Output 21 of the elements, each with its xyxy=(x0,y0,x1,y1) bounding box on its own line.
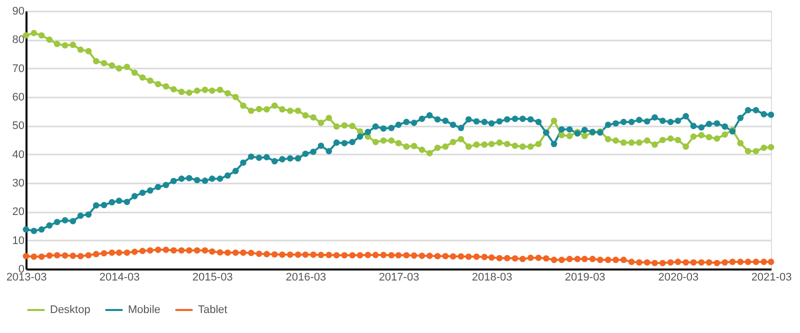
y-tick-label: 80 xyxy=(12,34,24,46)
x-tick-label: 2021-03 xyxy=(751,272,792,284)
x-tick-label: 2018-03 xyxy=(472,272,512,284)
x-tick-label: 2015-03 xyxy=(192,272,233,284)
y-tick-label: 90 xyxy=(12,6,24,18)
legend-label: Mobile xyxy=(128,304,160,316)
x-tick-label: 2014-03 xyxy=(99,272,140,284)
x-tick-label: 2013-03 xyxy=(6,272,47,284)
x-tick-label: 2019-03 xyxy=(564,272,606,284)
legend-label: Tablet xyxy=(198,304,228,316)
y-tick-label: 40 xyxy=(12,148,24,161)
x-tick-label: 2016-03 xyxy=(286,272,326,284)
legend-label: Desktop xyxy=(50,304,90,316)
y-tick-label: 50 xyxy=(12,120,24,132)
x-tick-label: 2017-03 xyxy=(378,272,420,284)
y-tick-label: 10 xyxy=(12,234,24,247)
y-tick-label: 30 xyxy=(12,178,24,190)
y-tick-label: 60 xyxy=(12,92,24,104)
x-tick-label: 2020-03 xyxy=(658,272,699,284)
y-tick-label: 20 xyxy=(12,206,24,218)
y-tick-label: 70 xyxy=(12,62,24,75)
